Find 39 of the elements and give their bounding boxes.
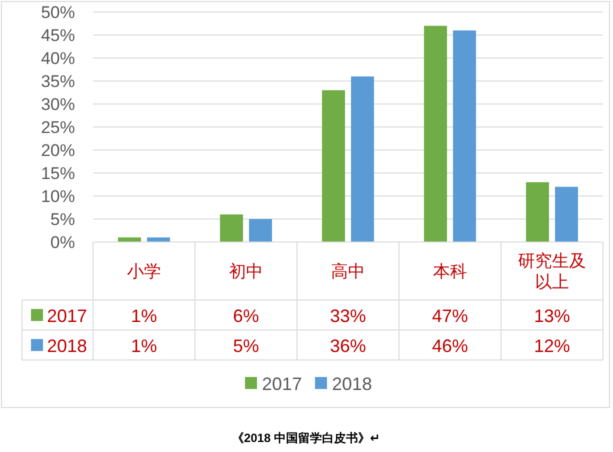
- data-label: 36%: [330, 336, 366, 356]
- y-tick-label: 30%: [40, 95, 75, 114]
- x-tick-label: 初中: [229, 262, 263, 281]
- legend-item: 2017: [245, 374, 302, 394]
- data-label: 12%: [534, 336, 570, 356]
- data-label: 6%: [232, 306, 260, 326]
- bar: [249, 219, 272, 242]
- y-tick-label: 0%: [50, 233, 75, 252]
- bar: [424, 26, 447, 242]
- x-tick-label: 本科: [433, 262, 467, 281]
- y-tick-label: 5%: [50, 210, 75, 229]
- data-label: 46%: [432, 336, 468, 356]
- y-tick-label: 45%: [40, 26, 75, 45]
- x-tick-label: 研究生及以上: [518, 252, 586, 292]
- data-label: 1%: [130, 336, 158, 356]
- legend-label: 2017: [47, 306, 88, 326]
- x-tick-label: 高中: [331, 262, 365, 281]
- bar: [526, 182, 549, 242]
- y-tick-label: 35%: [40, 72, 75, 91]
- bar: [555, 186, 578, 242]
- data-label: 1%: [130, 306, 158, 326]
- data-label: 33%: [330, 306, 366, 326]
- y-tick-label: 50%: [40, 3, 75, 22]
- text: 《2018 中国留学白皮书》↵: [232, 431, 380, 445]
- bar: [351, 76, 374, 242]
- y-tick-label: 25%: [40, 118, 75, 137]
- bar: [322, 90, 345, 242]
- data-label: 47%: [432, 306, 468, 326]
- y-tick-label: 20%: [40, 141, 75, 160]
- y-tick-label: 40%: [40, 49, 75, 68]
- y-tick-label: 15%: [40, 164, 75, 183]
- legend-item: 2018: [315, 374, 372, 394]
- bar: [220, 214, 243, 242]
- legend-label: 2018: [47, 336, 88, 356]
- data-label: 13%: [534, 306, 570, 326]
- bar: [453, 30, 476, 242]
- data-label: 5%: [232, 336, 260, 356]
- x-tick-label: 小学: [127, 262, 161, 281]
- y-tick-label: 10%: [40, 187, 75, 206]
